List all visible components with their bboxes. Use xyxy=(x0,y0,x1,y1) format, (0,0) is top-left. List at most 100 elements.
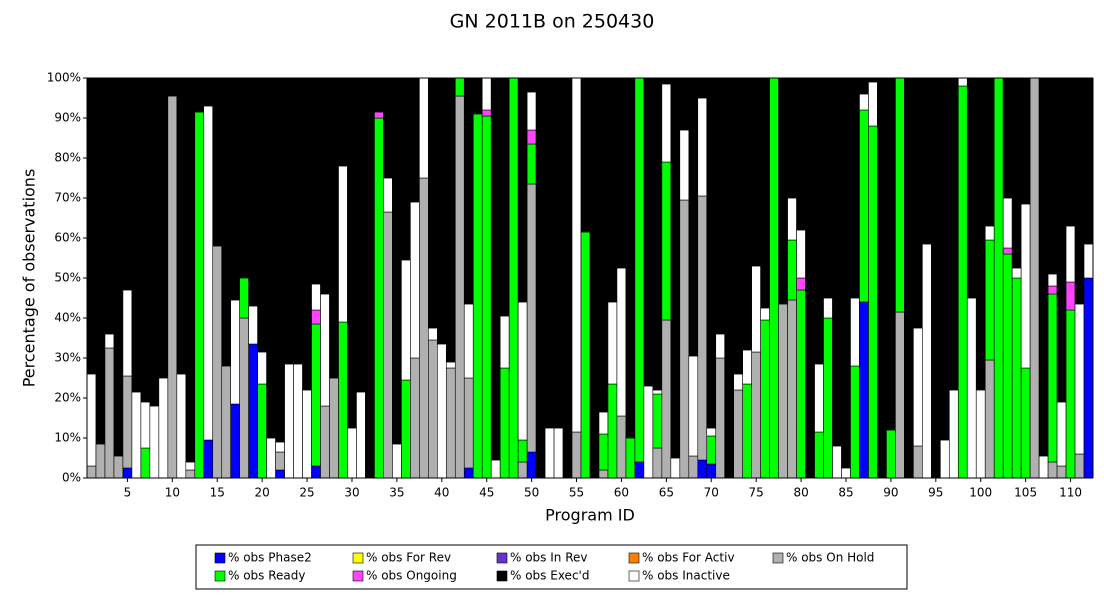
bar-segment xyxy=(329,377,339,479)
bar-segment xyxy=(868,125,878,479)
bar-segment xyxy=(463,377,474,469)
bar-segment xyxy=(625,77,636,439)
bar-segment xyxy=(437,343,447,479)
bar-segment xyxy=(517,77,528,303)
bar-segment xyxy=(104,347,115,479)
bar-segment xyxy=(410,357,420,479)
bar-segment xyxy=(796,229,806,279)
bar-segment xyxy=(113,77,124,457)
bar-segment xyxy=(167,77,178,97)
bar-segment xyxy=(445,361,456,369)
bar-segment xyxy=(275,469,285,479)
bar-segment xyxy=(886,429,896,479)
bar-segment xyxy=(1047,461,1058,479)
bar-segment xyxy=(580,231,591,479)
bar-segment xyxy=(122,289,133,377)
bar-segment xyxy=(167,95,178,479)
bar-segment xyxy=(365,77,375,479)
bar-segment xyxy=(284,77,294,365)
bar-segment xyxy=(481,77,492,111)
legend-label: % obs For Rev xyxy=(366,551,451,565)
bar-segment xyxy=(661,77,672,85)
bar-segment xyxy=(454,77,465,97)
bar-segment xyxy=(634,77,645,463)
bar-segment xyxy=(625,437,636,479)
bar-segment xyxy=(401,259,411,381)
x-axis-label: Program ID xyxy=(545,506,635,525)
bar-segment xyxy=(850,297,860,367)
bar-segment xyxy=(499,367,510,479)
y-tick-label: 90% xyxy=(54,111,81,125)
bar-segment xyxy=(338,77,348,167)
bar-segment xyxy=(239,317,249,479)
legend-swatch xyxy=(352,570,364,582)
bar-segment xyxy=(697,97,708,197)
x-tick-label: 65 xyxy=(659,486,674,500)
bar-segment xyxy=(445,77,456,363)
legend-swatch xyxy=(628,570,640,582)
bar-segment xyxy=(392,77,402,445)
bar-segment xyxy=(86,465,97,479)
y-tick-label: 80% xyxy=(54,151,81,165)
bar-segment xyxy=(877,77,887,479)
bar-segment xyxy=(966,77,977,299)
bar-segment xyxy=(481,109,492,117)
x-tick-label: 75 xyxy=(749,486,764,500)
bar-segment xyxy=(490,459,501,479)
x-tick-label: 95 xyxy=(928,486,943,500)
bar-segment xyxy=(257,383,267,479)
bar-segment xyxy=(526,77,537,93)
bar-segment xyxy=(131,77,142,393)
bar-segment xyxy=(868,77,878,83)
bar-segment xyxy=(598,77,609,413)
bar-segment xyxy=(859,77,869,95)
bar-segment xyxy=(176,373,187,479)
bar-segment xyxy=(311,77,321,285)
bar-segment xyxy=(598,411,609,435)
bar-segment xyxy=(697,195,708,461)
bar-segment xyxy=(185,77,196,463)
bar-segment xyxy=(320,293,330,407)
bar-segment xyxy=(787,77,797,199)
bar-segment xyxy=(1011,277,1022,479)
bar-segment xyxy=(778,77,788,305)
bar-segment xyxy=(347,77,357,429)
bar-segment xyxy=(311,465,321,479)
x-tick-label: 85 xyxy=(838,486,853,500)
bar-segment xyxy=(463,467,474,479)
legend-swatch xyxy=(214,570,226,582)
bar-segment xyxy=(185,469,196,479)
bar-segment xyxy=(598,469,609,479)
bar-segment xyxy=(841,77,851,469)
bar-segment xyxy=(454,95,465,479)
legend-swatch xyxy=(214,552,226,564)
bar-segment xyxy=(1047,77,1058,275)
bar-segment xyxy=(580,77,591,233)
legend-swatch xyxy=(772,552,784,564)
bar-segment xyxy=(104,77,115,335)
bar-segment xyxy=(984,239,995,361)
bar-segment xyxy=(463,303,474,379)
bar-segment xyxy=(248,77,258,307)
bar-segment xyxy=(760,319,770,479)
x-tick-label: 25 xyxy=(299,486,314,500)
x-tick-label: 100 xyxy=(969,486,992,500)
bar-segment xyxy=(311,309,321,325)
bar-segment xyxy=(715,77,726,335)
x-tick-label: 20 xyxy=(255,486,270,500)
bar-segment xyxy=(140,401,151,449)
bar-segment xyxy=(957,85,968,479)
x-tick-label: 90 xyxy=(883,486,898,500)
y-tick-label: 20% xyxy=(54,391,81,405)
bar-segment xyxy=(859,93,869,111)
bar-segment xyxy=(706,427,717,437)
bar-segment xyxy=(984,359,995,479)
bar-segment xyxy=(320,405,330,479)
legend-swatch xyxy=(496,570,508,582)
bar-segment xyxy=(733,77,743,375)
bar-segment xyxy=(338,165,348,323)
y-tick-label: 50% xyxy=(54,271,81,285)
bar-segment xyxy=(1020,367,1031,479)
bar-segment xyxy=(526,129,537,145)
bar-segment xyxy=(984,77,995,227)
